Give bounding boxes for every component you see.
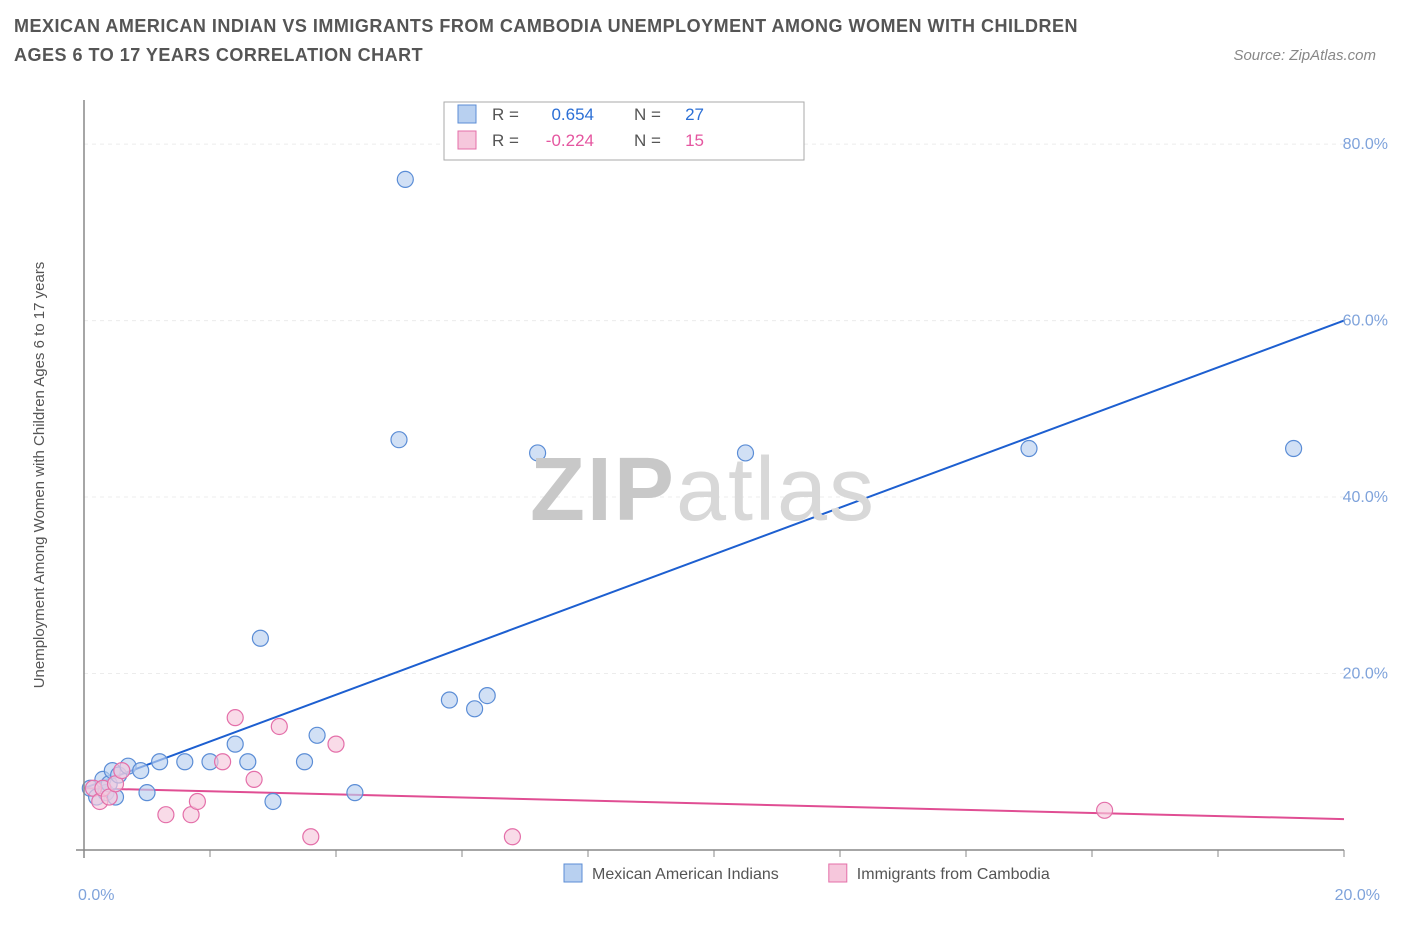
data-point <box>240 754 256 770</box>
data-point <box>139 785 155 801</box>
data-point <box>504 829 520 845</box>
chart-container: ZIPatlas 0.0%20.0%20.0%40.0%60.0%80.0%Un… <box>14 90 1392 912</box>
data-point <box>265 793 281 809</box>
data-point <box>467 701 483 717</box>
y-tick-label: 60.0% <box>1343 313 1388 330</box>
legend-swatch <box>458 131 476 149</box>
scatter-chart: 0.0% 20.0% 20.0% 40.0% 60.0% 80.0% Unemploymen… <box>14 90 1392 912</box>
data-point <box>297 754 313 770</box>
data-point <box>227 736 243 752</box>
data-point <box>530 445 546 461</box>
legend-r-label: R = <box>492 105 519 124</box>
data-point <box>347 785 363 801</box>
data-point <box>114 763 130 779</box>
series-swatch <box>829 864 847 882</box>
data-point <box>441 692 457 708</box>
series-label: Mexican American Indians <box>592 866 779 883</box>
data-point <box>303 829 319 845</box>
data-point <box>133 763 149 779</box>
data-point <box>1097 802 1113 818</box>
chart-source: Source: ZipAtlas.com <box>1233 47 1376 70</box>
chart-title: MEXICAN AMERICAN INDIAN VS IMMIGRANTS FR… <box>14 12 1134 70</box>
data-point <box>738 445 754 461</box>
data-point <box>252 630 268 646</box>
data-point <box>309 727 325 743</box>
x-tick-label: 0.0% <box>78 887 114 904</box>
data-point <box>215 754 231 770</box>
regression-line <box>84 321 1344 789</box>
legend-n-label: N = <box>634 131 661 150</box>
data-point <box>246 771 262 787</box>
data-point <box>479 688 495 704</box>
series-swatch <box>564 864 582 882</box>
legend-r-label: R = <box>492 131 519 150</box>
data-point <box>1286 441 1302 457</box>
data-point <box>397 171 413 187</box>
x-tick-label: 20.0% <box>1335 887 1380 904</box>
data-point <box>328 736 344 752</box>
legend-r-value: -0.224 <box>546 131 594 150</box>
data-point <box>152 754 168 770</box>
y-tick-label: 80.0% <box>1343 136 1388 153</box>
data-point <box>391 432 407 448</box>
y-tick-label: 20.0% <box>1343 666 1388 683</box>
y-tick-label: 40.0% <box>1343 489 1388 506</box>
data-point <box>271 718 287 734</box>
data-point <box>1021 441 1037 457</box>
series-label: Immigrants from Cambodia <box>857 866 1050 883</box>
data-point <box>177 754 193 770</box>
legend-r-value: 0.654 <box>551 105 594 124</box>
legend-swatch <box>458 105 476 123</box>
legend-n-label: N = <box>634 105 661 124</box>
chart-header: MEXICAN AMERICAN INDIAN VS IMMIGRANTS FR… <box>0 0 1406 78</box>
data-point <box>189 793 205 809</box>
data-point <box>158 807 174 823</box>
legend-n-value: 15 <box>685 131 704 150</box>
data-point <box>227 710 243 726</box>
y-axis-title: Unemployment Among Women with Children A… <box>31 262 48 689</box>
legend-n-value: 27 <box>685 105 704 124</box>
